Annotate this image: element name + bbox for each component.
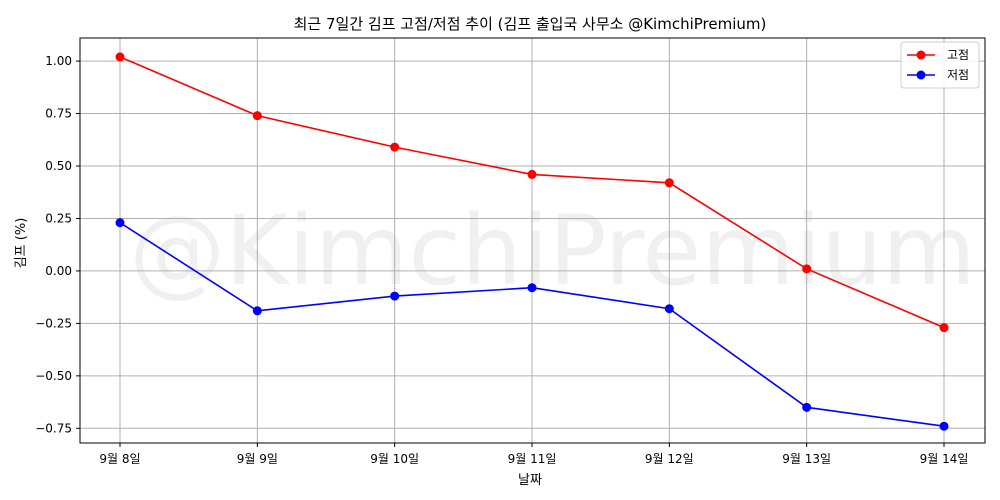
legend-marker-high — [916, 50, 926, 60]
plot-area: @KimchiPremium — [79, 37, 986, 444]
y-tick-label: −0.75 — [35, 421, 72, 435]
watermark-text: @KimchiPremium — [129, 195, 976, 307]
x-tick-label: 9월 12일 — [645, 452, 694, 466]
y-tick-label: −0.25 — [35, 316, 72, 330]
data-point-low — [527, 283, 537, 293]
x-tick-label: 9월 13일 — [782, 452, 831, 466]
data-point-high — [115, 52, 125, 62]
data-point-low — [252, 306, 262, 316]
data-point-high — [527, 169, 537, 179]
x-axis-title: 날짜 — [518, 473, 542, 488]
data-point-low — [802, 402, 812, 412]
x-tick-label: 9월 11일 — [508, 452, 557, 466]
y-tick-label: 0.25 — [45, 211, 72, 225]
y-axis-ticks: −0.75 −0.50 −0.25 0.00 0.25 0.50 0.75 1.00 — [35, 54, 80, 435]
y-tick-label: 0.50 — [45, 159, 72, 173]
legend-label-low: 저점 — [947, 68, 969, 82]
x-tick-label: 9월 14일 — [920, 452, 969, 466]
y-tick-label: 0.75 — [45, 107, 72, 121]
data-point-high — [390, 142, 400, 152]
x-tick-label: 9월 9일 — [237, 452, 278, 466]
grid-lines — [80, 38, 985, 443]
y-axis-title: 김프 (%) — [14, 218, 29, 269]
x-tick-label: 9월 8일 — [99, 452, 140, 466]
legend: 고점 저점 — [900, 41, 980, 89]
legend-label-high: 고점 — [947, 48, 969, 62]
data-point-high — [802, 264, 812, 274]
data-point-low — [390, 291, 400, 301]
y-tick-label: −0.50 — [35, 369, 72, 383]
chart-title: 최근 7일간 김프 고점/저점 추이 (김프 출입국 사무소 @KimchiPr… — [294, 15, 767, 33]
data-point-low — [115, 218, 125, 228]
data-point-low — [939, 421, 949, 431]
series-points — [115, 52, 949, 431]
data-point-high — [939, 323, 949, 333]
y-tick-label: 1.00 — [45, 54, 72, 68]
y-tick-label: 0.00 — [45, 264, 72, 278]
x-tick-label: 9월 10일 — [370, 452, 419, 466]
legend-marker-low — [916, 70, 926, 80]
x-axis-ticks: 9월 8일 9월 9일 9월 10일 9월 11일 9월 12일 9월 13일 9월 14일 — [99, 443, 968, 466]
data-point-high — [252, 111, 262, 121]
data-point-high — [664, 178, 674, 188]
data-point-low — [664, 304, 674, 314]
